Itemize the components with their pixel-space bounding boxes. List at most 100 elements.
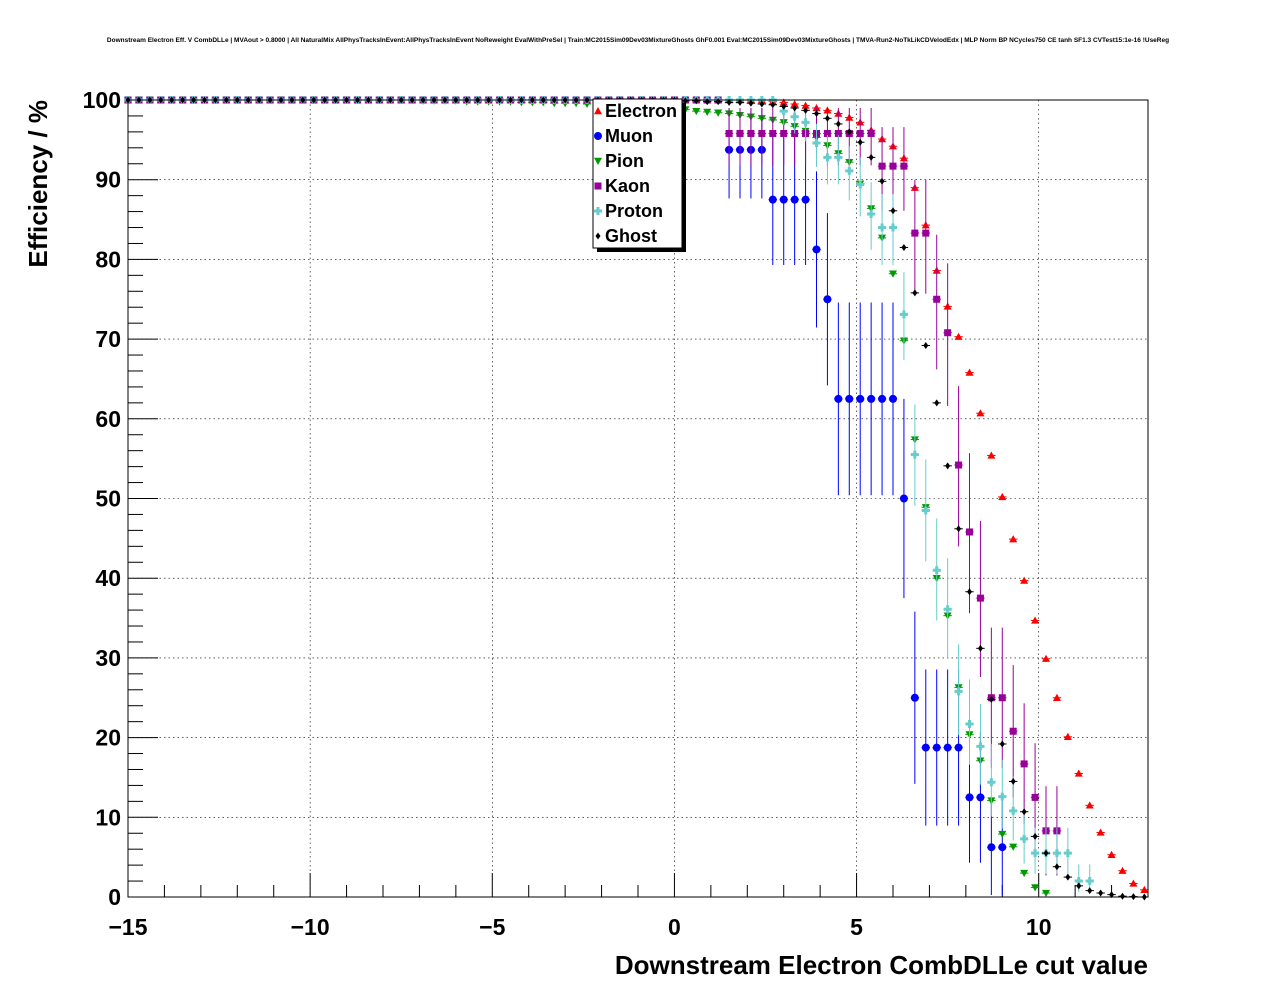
data-point <box>987 778 996 787</box>
data-point <box>856 394 865 403</box>
data-point <box>692 107 701 116</box>
data-point <box>769 129 777 137</box>
x-tick-label: 5 <box>850 914 863 940</box>
x-tick-label: 0 <box>668 914 681 940</box>
data-point <box>1074 877 1083 886</box>
data-point <box>1052 849 1061 858</box>
data-point <box>693 97 699 105</box>
data-point <box>823 129 831 137</box>
data-point <box>1140 885 1149 894</box>
data-point <box>823 295 832 304</box>
data-point <box>944 329 952 337</box>
legend-entry-electron: Electron <box>594 101 677 121</box>
legend-label: Proton <box>605 201 663 221</box>
data-point <box>878 394 887 403</box>
data-point <box>910 693 919 702</box>
data-point <box>998 843 1007 852</box>
data-point <box>1076 882 1082 890</box>
data-point <box>779 195 788 204</box>
data-point <box>890 207 896 215</box>
legend-label: Kaon <box>605 176 650 196</box>
y-tick-label: 30 <box>95 645 121 671</box>
legend-marker <box>594 157 602 165</box>
data-point <box>812 245 821 254</box>
data-point <box>834 394 843 403</box>
y-tick-label: 20 <box>95 725 121 751</box>
data-point <box>956 525 962 533</box>
x-tick-label: −5 <box>479 914 505 940</box>
legend-entry-kaon: Kaon <box>594 176 650 196</box>
data-point <box>1009 535 1018 543</box>
data-point <box>867 394 876 403</box>
data-point <box>899 310 908 319</box>
data-point <box>1118 866 1127 874</box>
data-point <box>814 110 819 118</box>
data-point <box>1129 879 1138 887</box>
data-point <box>856 180 865 189</box>
legend-entry-muon: Muon <box>594 126 653 146</box>
data-point <box>726 98 732 106</box>
data-point <box>999 740 1005 748</box>
data-point <box>934 399 940 407</box>
data-point <box>1096 828 1105 836</box>
data-point <box>845 394 854 403</box>
data-point <box>1020 834 1029 843</box>
data-point <box>779 107 788 116</box>
data-point <box>889 270 897 278</box>
data-point <box>977 644 983 652</box>
legend-entry-pion: Pion <box>594 151 644 171</box>
data-point <box>1085 801 1094 809</box>
legend-label: Ghost <box>605 226 657 246</box>
legend-label: Muon <box>605 126 653 146</box>
data-point <box>954 743 963 752</box>
data-point <box>790 99 799 108</box>
chart-title: Downstream Electron Eff. V CombDLLe | MV… <box>107 37 1169 44</box>
data-point <box>945 462 951 470</box>
data-point <box>932 743 941 752</box>
y-tick-labels: 0 10 20 30 40 50 60 70 80 90 100 <box>83 87 121 910</box>
data-point <box>845 166 854 175</box>
data-point <box>781 102 787 110</box>
data-point <box>1021 808 1027 816</box>
data-point <box>835 120 841 128</box>
y-tick-label: 100 <box>83 87 121 113</box>
data-point <box>889 223 897 232</box>
data-point <box>932 566 941 575</box>
data-point <box>998 694 1006 702</box>
y-tick-label: 90 <box>95 167 121 193</box>
data-point <box>1020 869 1029 878</box>
data-point <box>922 229 930 237</box>
data-point <box>790 112 799 121</box>
data-point <box>1042 654 1050 662</box>
data-point <box>889 394 897 403</box>
data-point <box>770 101 776 109</box>
data-point <box>955 461 963 469</box>
data-point <box>1120 892 1125 900</box>
data-point <box>943 743 952 752</box>
data-point <box>967 588 972 596</box>
data-point <box>954 332 963 340</box>
data-point <box>976 409 985 417</box>
data-point <box>954 687 963 696</box>
data-point <box>801 195 810 204</box>
legend-entries: Electron Muon Pion Kaon Proton Ghost <box>594 101 677 246</box>
y-tick-label: 40 <box>95 565 121 591</box>
data-point <box>933 295 941 303</box>
data-point <box>747 129 755 137</box>
data-point <box>682 97 688 105</box>
data-point <box>801 118 810 127</box>
data-point <box>725 129 733 137</box>
data-point <box>965 720 974 729</box>
x-tick-label: 10 <box>1026 914 1052 940</box>
data-point <box>714 109 723 117</box>
data-point <box>912 289 918 297</box>
data-point <box>1109 891 1115 899</box>
data-point <box>976 793 985 802</box>
data-point <box>1063 732 1072 741</box>
data-point <box>857 138 863 146</box>
x-tick-labels: −15 −10 −5 0 5 10 <box>108 914 1051 940</box>
data-point <box>834 129 842 137</box>
data-point <box>998 830 1007 839</box>
legend-label: Pion <box>605 151 644 171</box>
